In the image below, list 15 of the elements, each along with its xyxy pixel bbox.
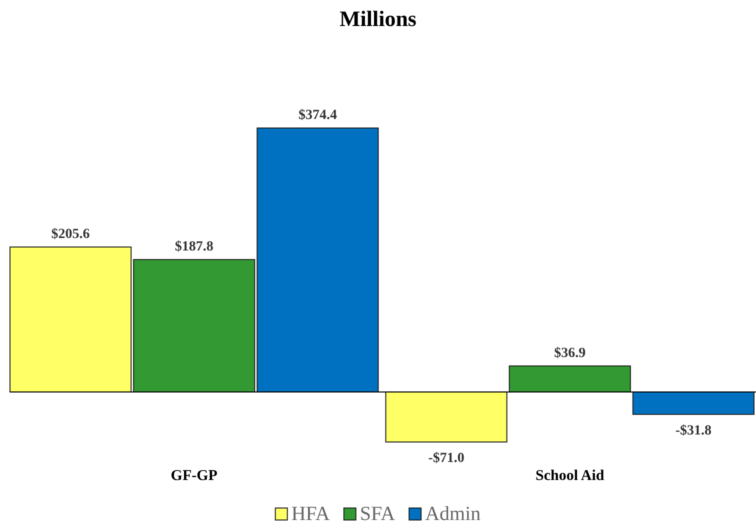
data-label: $205.6 [51,227,90,242]
legend-label: HFA [291,503,330,525]
chart-title: Millions [339,6,417,31]
legend-label: Admin [425,503,481,525]
data-label: $374.4 [298,108,337,123]
data-label: $36.9 [554,346,586,361]
bar [385,391,508,442]
bar [508,365,631,392]
data-label: -$71.0 [428,451,464,466]
x-tick-label: GF-GP [170,468,218,484]
data-label: -$31.8 [675,423,712,438]
bar [632,391,754,415]
legend-label: SFA [360,503,396,525]
data-label: $187.8 [174,240,214,255]
x-tick-label: School Aid [535,468,605,484]
